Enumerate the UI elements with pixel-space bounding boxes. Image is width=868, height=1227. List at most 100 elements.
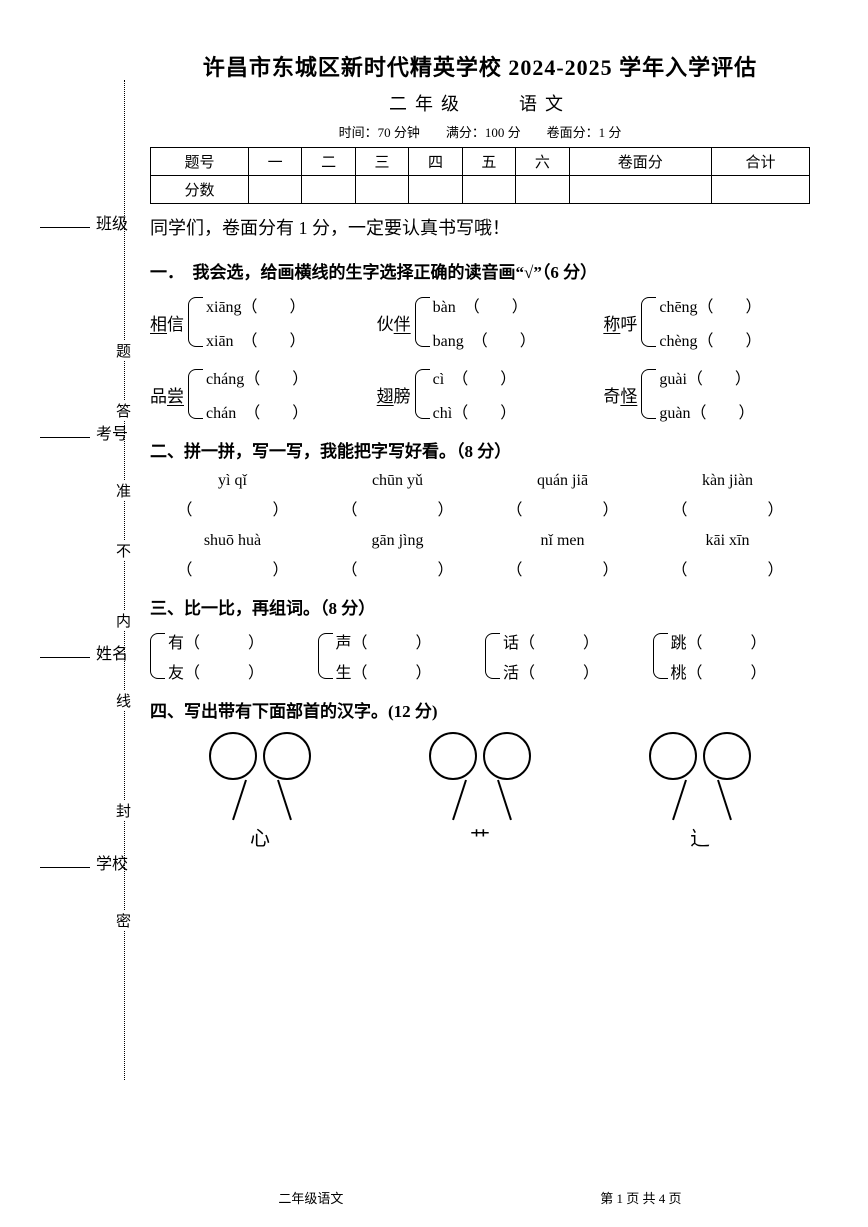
brace-icon: cì （ ） chì（ ）	[415, 365, 584, 423]
section2-title: 二、拼一拼，写一写，我能把字写好看。（8 分）	[150, 437, 810, 462]
q1-word: 相信	[150, 310, 184, 335]
blank: （ ）	[315, 556, 480, 580]
pinyin: kāi xīn	[645, 532, 810, 550]
pinyin-option: cì （ ）	[433, 365, 584, 389]
label-class: 班级	[96, 210, 128, 234]
brace-icon: cháng（ ） chán （ ）	[188, 365, 357, 423]
label-school: 学校	[96, 850, 128, 874]
pinyin-option: chì（ ）	[433, 399, 584, 423]
th: 四	[409, 148, 462, 176]
q3-item: 声（ ） 生（ ）	[318, 629, 476, 683]
q4-item: 辶	[649, 732, 751, 851]
blank: （ ）	[315, 496, 480, 520]
subtitle: 二年级 语文	[150, 90, 810, 116]
td	[569, 176, 711, 204]
side-field-school: 学校	[40, 850, 128, 874]
q1-word: 称呼	[603, 310, 637, 335]
brace-icon: 有（ ） 友（ ）	[150, 629, 308, 683]
brace-icon: bàn （ ） bang （ ）	[415, 293, 584, 351]
seal-char: 不	[116, 540, 131, 561]
q4-item: 心	[209, 732, 311, 851]
blank: （ ）	[645, 556, 810, 580]
th: 五	[462, 148, 515, 176]
seal-char: 封	[116, 800, 131, 821]
th: 三	[355, 148, 408, 176]
binding-margin: 班级 考号 姓名 学校 题 答 准 不 内 线 封 密	[40, 80, 130, 1080]
word-blank: 有（ ）	[168, 629, 308, 653]
th: 题号	[151, 148, 249, 176]
seal-char: 答	[116, 400, 131, 421]
pinyin-option: chán （ ）	[206, 399, 357, 423]
blank-line	[40, 856, 90, 868]
pinyin-option: chēng（ ）	[659, 293, 810, 317]
q1-row: 相信 xiāng（ ） xiān （ ） 伙伴 bàn （ ） bang （ ）…	[150, 293, 810, 351]
td	[302, 176, 355, 204]
pinyin-option: cháng（ ）	[206, 365, 357, 389]
balloon-icon	[483, 732, 531, 780]
note: 同学们，卷面分有 1 分，一定要认真书写哦！	[150, 214, 810, 240]
td	[248, 176, 301, 204]
td	[712, 176, 810, 204]
label-examno: 考号	[96, 420, 128, 444]
blank: （ ）	[480, 556, 645, 580]
brace-icon: 跳（ ） 桃（ ）	[653, 629, 811, 683]
q1-item: 翅膀 cì （ ） chì（ ）	[377, 365, 584, 423]
page-footer: 二年级语文 第 1 页 共 4 页	[150, 1188, 810, 1207]
radical: 辶	[649, 822, 751, 851]
q1-word: 伙伴	[377, 310, 411, 335]
table-row: 题号 一 二 三 四 五 六 卷面分 合计	[151, 148, 810, 176]
q1-item: 品尝 cháng（ ） chán （ ）	[150, 365, 357, 423]
pinyin-option: chèng（ ）	[659, 327, 810, 351]
seal-char: 题	[116, 340, 131, 361]
blank: （ ）	[150, 556, 315, 580]
section1-title: 一． 我会选，给画横线的生字选择正确的读音画“√”（6 分）	[150, 258, 810, 283]
seal-char: 密	[116, 910, 131, 931]
balloon-icon	[209, 732, 257, 780]
word-blank: 声（ ）	[336, 629, 476, 653]
balloon-icon	[649, 732, 697, 780]
q3-row: 有（ ） 友（ ） 声（ ） 生（ ） 话（ ） 活（ ） 跳（ ） 桃（ ）	[150, 629, 810, 683]
pinyin-option: bàn （ ）	[433, 293, 584, 317]
q1-word: 品尝	[150, 382, 184, 407]
q4-item: 艹	[429, 732, 531, 851]
balloon-pair-icon	[649, 732, 751, 780]
pinyin-option: xiān （ ）	[206, 327, 357, 351]
balloon-pair-icon	[209, 732, 311, 780]
seal-char: 内	[116, 610, 131, 631]
footer-left: 二年级语文	[278, 1188, 343, 1207]
radical: 心	[209, 822, 311, 851]
pinyin: kàn jiàn	[645, 472, 810, 490]
word-blank: 跳（ ）	[671, 629, 811, 653]
q1-row: 品尝 cháng（ ） chán （ ） 翅膀 cì （ ） chì（ ） 奇怪…	[150, 365, 810, 423]
blank-line	[40, 216, 90, 228]
pinyin-option: guài（ ）	[659, 365, 810, 389]
pinyin: shuō huà	[150, 532, 315, 550]
pinyin-option: guàn（ ）	[659, 399, 810, 423]
pinyin: quán jiā	[480, 472, 645, 490]
th: 二	[302, 148, 355, 176]
section4-title: 四、写出带有下面部首的汉字。(12 分)	[150, 697, 810, 722]
td: 分数	[151, 176, 249, 204]
brace-icon: chēng（ ） chèng（ ）	[641, 293, 810, 351]
q3-item: 跳（ ） 桃（ ）	[653, 629, 811, 683]
page-title: 许昌市东城区新时代精英学校 2024-2025 学年入学评估	[150, 50, 810, 82]
balloon-icon	[429, 732, 477, 780]
radical: 艹	[429, 822, 531, 851]
brace-icon: xiāng（ ） xiān （ ）	[188, 293, 357, 351]
side-field-name: 姓名	[40, 640, 128, 664]
th: 合计	[712, 148, 810, 176]
q3-item: 话（ ） 活（ ）	[485, 629, 643, 683]
seal-char: 准	[116, 480, 131, 501]
pinyin: gān jìng	[315, 532, 480, 550]
blank-row: （ ） （ ） （ ） （ ）	[150, 496, 810, 520]
td	[355, 176, 408, 204]
q3-item: 有（ ） 友（ ）	[150, 629, 308, 683]
section3-title: 三、比一比，再组词。（8 分）	[150, 594, 810, 619]
q1-word: 奇怪	[603, 382, 637, 407]
side-field-class: 班级	[40, 210, 128, 234]
word-blank: 友（ ）	[168, 659, 308, 683]
table-row: 分数	[151, 176, 810, 204]
balloon-icon	[263, 732, 311, 780]
q4-row: 心 艹 辶	[150, 732, 810, 851]
footer-right: 第 1 页 共 4 页	[600, 1188, 681, 1207]
